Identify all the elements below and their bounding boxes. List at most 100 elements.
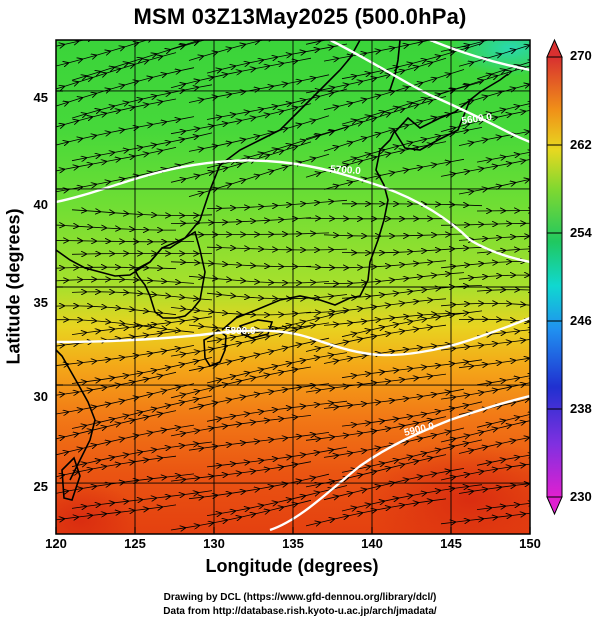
colorbar-tick-label: 254	[570, 225, 592, 240]
streamline	[56, 161, 195, 192]
streamline	[71, 210, 213, 216]
x-tick-label: 140	[361, 536, 383, 551]
height-contours	[56, 40, 530, 532]
y-tick-label: 30	[33, 389, 48, 404]
streamline	[324, 273, 465, 284]
streamline	[458, 118, 530, 146]
streamline	[305, 299, 447, 313]
axis-tick-marks	[55, 90, 531, 534]
streamline	[458, 69, 530, 106]
streamline	[170, 499, 312, 530]
streamline	[458, 160, 530, 194]
streamline	[188, 40, 329, 61]
plot-area: 5600.0 5700.0 5800.0 5900.0	[56, 40, 530, 534]
y-tick-label: 25	[33, 479, 48, 494]
streamline	[323, 158, 465, 190]
contour-label-5700: 5700.0	[330, 164, 362, 177]
lat-lon-grid	[56, 40, 530, 534]
streamline	[188, 153, 330, 197]
x-tick-label: 125	[124, 536, 146, 551]
streamline	[71, 292, 213, 300]
streamline	[56, 116, 195, 146]
streamline	[71, 253, 213, 254]
streamline	[56, 279, 195, 283]
streamline	[170, 218, 312, 224]
streamline	[440, 458, 530, 480]
contour-5900	[269, 394, 530, 532]
coast-taiwan	[61, 456, 81, 501]
streamline	[476, 290, 530, 301]
streamline	[305, 218, 446, 219]
streamline	[188, 276, 330, 283]
colorbar-tick-label: 270	[570, 48, 592, 63]
contour-label-5800: 5800.0	[225, 326, 256, 337]
streamline	[170, 262, 312, 267]
streamline	[56, 98, 177, 133]
footer-credit-data: Data from http://database.rish.kyoto-u.a…	[163, 606, 437, 617]
streamline	[440, 331, 530, 350]
streamline	[440, 223, 530, 225]
x-tick-label: 135	[282, 536, 304, 551]
y-axis-label: Latitude (degrees)	[3, 208, 24, 365]
streamline	[341, 286, 483, 299]
streamline	[323, 388, 465, 408]
streamline	[170, 415, 312, 436]
streamline	[440, 410, 530, 442]
coast-sakhalin	[389, 40, 401, 91]
streamline	[56, 505, 177, 523]
footer-credit-drawing: Drawing by DCL (https://www.gfd-dennou.o…	[163, 592, 437, 603]
colorbar-tick-label: 262	[570, 137, 592, 152]
streamline	[305, 261, 447, 268]
coast-kuril	[469, 73, 509, 101]
x-tick-label: 150	[519, 536, 541, 551]
streamline	[458, 475, 530, 493]
contour-5600	[329, 40, 530, 144]
streamline	[458, 275, 530, 282]
streamline	[170, 366, 312, 398]
streamline	[305, 374, 447, 392]
streamline	[476, 210, 530, 211]
streamline	[476, 248, 530, 253]
streamline	[56, 424, 195, 455]
y-tick-label: 45	[33, 90, 48, 105]
streamline	[305, 499, 447, 526]
streamline	[56, 147, 177, 175]
colorbar	[546, 56, 563, 498]
streamline	[56, 240, 195, 241]
streamline	[56, 267, 177, 269]
streamline	[342, 204, 483, 206]
coast-shikoku	[239, 319, 274, 339]
streamline	[440, 505, 530, 524]
colorbar-ticks	[547, 56, 562, 498]
y-tick-label: 35	[33, 295, 48, 310]
streamline	[341, 247, 483, 253]
streamline	[56, 40, 176, 51]
streamline	[56, 306, 177, 315]
streamline	[56, 345, 195, 365]
streamline	[440, 261, 530, 268]
streamline	[188, 432, 330, 450]
x-axis-label: Longitude (degrees)	[205, 556, 379, 576]
coast-china-east	[56, 349, 96, 481]
streamline	[206, 200, 348, 208]
colorbar-tick-label: 246	[570, 313, 592, 328]
contour-5700	[56, 159, 530, 264]
streamline	[305, 325, 447, 351]
contour-label-5600: 5600.0	[461, 112, 493, 127]
streamline	[458, 426, 530, 453]
streamline	[188, 384, 330, 410]
y-tick-label: 40	[33, 197, 48, 212]
x-tick-label: 120	[45, 536, 67, 551]
colorbar-min-arrow	[546, 496, 563, 516]
colorbar-tick-label: 238	[570, 401, 592, 416]
streamline	[458, 236, 530, 241]
streamline	[440, 101, 530, 132]
contour-5600-top	[429, 40, 530, 72]
streamline	[56, 456, 177, 481]
x-tick-label: 130	[203, 536, 225, 551]
streamline	[170, 57, 312, 87]
contour-5800	[56, 316, 530, 357]
streamline	[170, 461, 312, 481]
wind-streamlines	[56, 40, 530, 530]
